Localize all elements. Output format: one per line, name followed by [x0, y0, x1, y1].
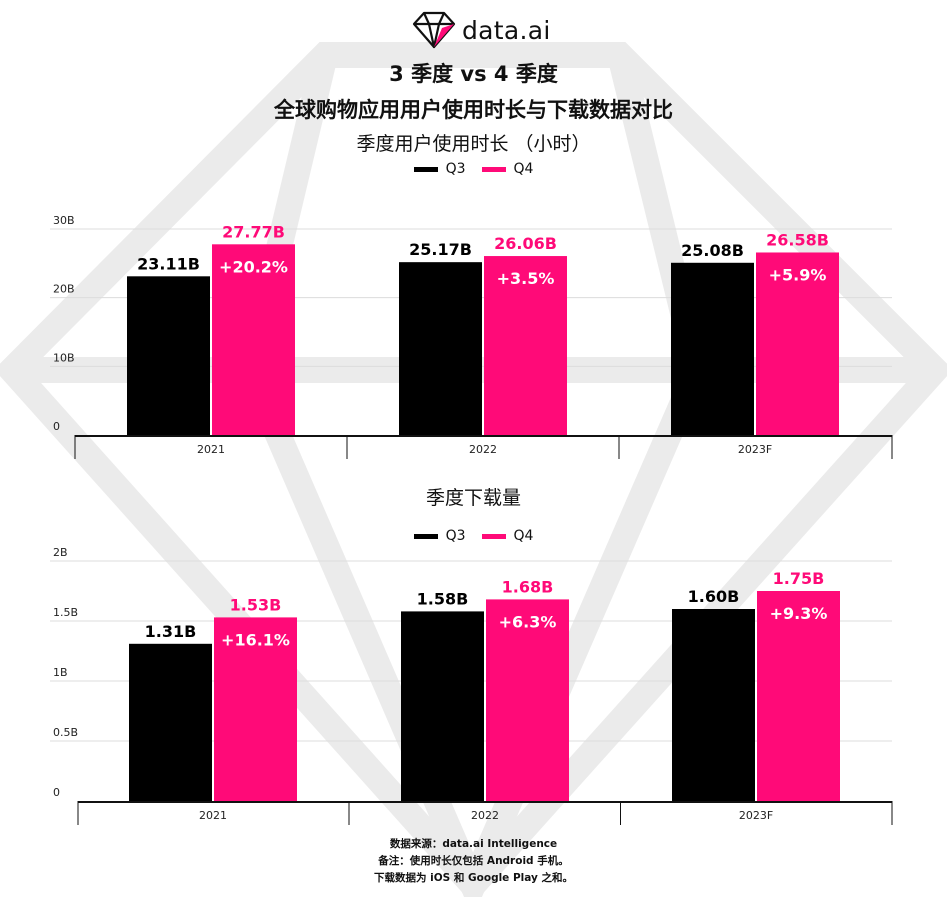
x-tick-label: 2021	[199, 809, 227, 822]
legend-swatch-q4	[481, 533, 506, 539]
diamond-logo-icon	[412, 11, 456, 49]
legend-label-q3: Q3	[445, 161, 466, 177]
bar-q3	[672, 609, 755, 801]
legend-label-q4: Q4	[513, 528, 534, 544]
y-tick-label: 20B	[53, 283, 75, 296]
bar-q4	[757, 591, 840, 801]
growth-label: +20.2%	[219, 257, 288, 276]
growth-label: +5.9%	[769, 265, 827, 284]
y-tick-label: 0.5B	[53, 726, 78, 739]
legend-swatch-q3	[413, 166, 438, 172]
legend-item-q4: Q4	[481, 161, 534, 177]
legend-label-q3: Q3	[445, 528, 466, 544]
data-label-q4: 26.06B	[494, 234, 557, 253]
legend-label-q4: Q4	[513, 161, 534, 177]
logo-text: data.ai	[462, 15, 551, 45]
title-line-2: 全球购物应用用户使用时长与下载数据对比	[274, 98, 673, 122]
data-label-q3: 25.17B	[409, 240, 472, 259]
footer-notes: 数据来源：data.ai Intelligence 备注：使用时长仅包括 And…	[0, 836, 947, 887]
data-label-q4: 1.68B	[502, 577, 554, 596]
data-label-q3: 1.60B	[688, 587, 740, 606]
chart1-title: 季度用户使用时长 （小时）	[356, 133, 591, 155]
x-tick-label: 2023F	[739, 809, 773, 822]
data-label-q3: 1.58B	[417, 589, 469, 608]
x-tick-label: 2021	[197, 443, 225, 456]
bar-q3	[401, 611, 484, 801]
y-tick-label: 10B	[53, 351, 75, 364]
footer-note-1: 备注：使用时长仅包括 Android 手机。	[378, 855, 569, 867]
bar-q3	[399, 262, 482, 435]
x-tick-label: 2022	[471, 809, 499, 822]
brand-logo: data.ai	[412, 10, 551, 50]
y-tick-label: 2B	[53, 546, 68, 559]
bar-q4	[214, 617, 297, 801]
bar-q3	[129, 643, 212, 801]
y-tick-label: 1B	[53, 666, 68, 679]
chart2-legend: Q3 Q4	[0, 528, 947, 544]
data-label-q4: 1.53B	[230, 595, 282, 614]
footer-note-2: 下载数据为 iOS 和 Google Play 之和。	[373, 872, 574, 884]
bar-q4	[484, 256, 567, 435]
x-tick-label: 2023F	[738, 443, 772, 456]
legend-item-q3: Q3	[413, 528, 466, 544]
bar-q4	[486, 599, 569, 801]
data-label-q3: 25.08B	[681, 241, 744, 260]
legend-item-q4: Q4	[481, 528, 534, 544]
data-label-q4: 26.58B	[766, 230, 829, 249]
y-tick-label: 0	[53, 420, 60, 433]
chart2-title: 季度下载量	[425, 487, 521, 509]
legend-item-q3: Q3	[413, 161, 466, 177]
data-label-q3: 1.31B	[145, 622, 197, 641]
bar-q4	[756, 252, 839, 435]
growth-label: +16.1%	[221, 630, 290, 649]
growth-label: +9.3%	[770, 604, 828, 623]
y-tick-label: 30B	[53, 214, 75, 227]
bar-q3	[671, 262, 754, 435]
legend-swatch-q4	[481, 166, 506, 172]
bar-q3	[127, 276, 210, 435]
legend-swatch-q3	[413, 533, 438, 539]
data-label-q4: 27.77B	[222, 222, 285, 241]
x-tick-label: 2022	[469, 443, 497, 456]
title-line-1: 3 季度 vs 4 季度	[389, 62, 558, 86]
growth-label: +6.3%	[499, 612, 557, 631]
footer-source: 数据来源：data.ai Intelligence	[389, 838, 558, 850]
y-tick-label: 1.5B	[53, 606, 78, 619]
chart1-legend: Q3 Q4	[0, 161, 947, 177]
growth-label: +3.5%	[497, 269, 555, 288]
bar-q4	[212, 244, 295, 435]
data-label-q3: 23.11B	[137, 254, 200, 273]
data-label-q4: 1.75B	[773, 569, 825, 588]
y-tick-label: 0	[53, 786, 60, 799]
